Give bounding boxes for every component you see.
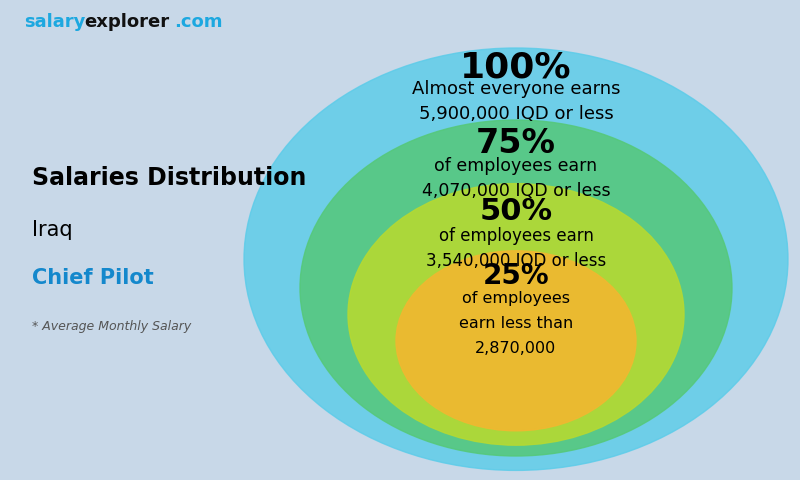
Text: 2,870,000: 2,870,000 (475, 341, 557, 356)
Text: 5,900,000 IQD or less: 5,900,000 IQD or less (418, 105, 614, 123)
Text: 25%: 25% (482, 262, 550, 289)
Text: of employees earn: of employees earn (434, 157, 598, 175)
Ellipse shape (348, 184, 684, 445)
Text: Salaries Distribution: Salaries Distribution (32, 166, 306, 190)
Text: salary: salary (24, 12, 86, 31)
Text: earn less than: earn less than (459, 316, 573, 331)
Text: of employees earn: of employees earn (438, 227, 594, 245)
Text: Iraq: Iraq (32, 220, 73, 240)
Ellipse shape (300, 120, 732, 456)
Text: * Average Monthly Salary: * Average Monthly Salary (32, 320, 191, 333)
Text: explorer: explorer (84, 12, 169, 31)
Text: Almost everyone earns: Almost everyone earns (412, 80, 620, 98)
Text: of employees: of employees (462, 291, 570, 306)
Text: 50%: 50% (479, 197, 553, 226)
Text: Chief Pilot: Chief Pilot (32, 268, 154, 288)
Text: 75%: 75% (476, 127, 556, 160)
Text: 4,070,000 IQD or less: 4,070,000 IQD or less (422, 182, 610, 200)
Text: 3,540,000 IQD or less: 3,540,000 IQD or less (426, 252, 606, 269)
Text: 100%: 100% (460, 50, 572, 84)
Ellipse shape (396, 251, 636, 431)
Text: .com: .com (174, 12, 223, 31)
Ellipse shape (244, 48, 788, 470)
